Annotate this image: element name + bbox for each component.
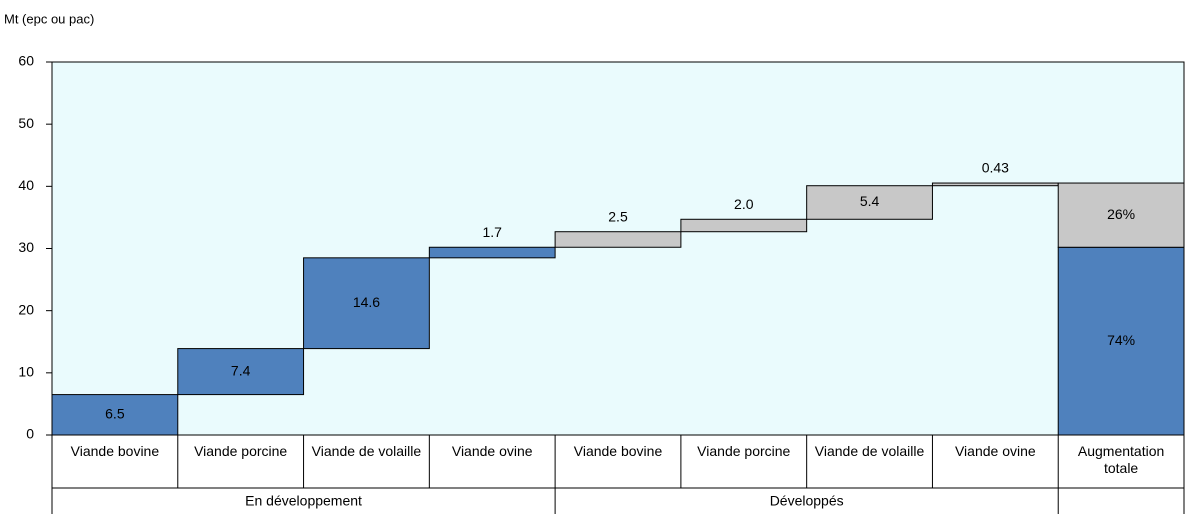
y-tick-label: 10 — [18, 364, 34, 380]
data-label: 2.5 — [608, 208, 628, 224]
y-tick-label: 0 — [26, 426, 34, 442]
y-tick-label: 40 — [18, 177, 34, 193]
total-bar — [1057, 182, 1185, 248]
total-bar — [1057, 246, 1185, 436]
y-tick-label: 30 — [18, 239, 34, 255]
data-label: 5.4 — [860, 193, 880, 209]
data-label: 7.4 — [231, 362, 251, 378]
bar — [51, 394, 179, 436]
x-tick-label: Augmentation totale — [1077, 443, 1165, 476]
y-tick-label: 20 — [18, 301, 34, 317]
group-label: Développés — [770, 493, 844, 509]
data-label: 0.43 — [982, 160, 1009, 176]
bar — [806, 185, 933, 220]
x-tick-label: Viande de volaille — [814, 443, 925, 459]
bar — [680, 218, 808, 233]
data-label: 1.7 — [482, 224, 502, 240]
x-tick-label: Viande porcine — [697, 443, 791, 459]
x-tick-label: Viande porcine — [194, 443, 288, 459]
data-label: 74% — [1107, 332, 1135, 348]
bar — [554, 231, 682, 248]
data-label: 26% — [1107, 206, 1135, 222]
data-label: 14.6 — [353, 294, 380, 310]
bar — [428, 246, 556, 259]
data-label: 6.5 — [105, 405, 125, 421]
x-tick-label: Viande de volaille — [311, 443, 422, 459]
bar — [931, 182, 1059, 187]
group-label: En développement — [245, 493, 362, 509]
x-tick-label: Viande ovine — [451, 443, 533, 459]
y-tick-label: 60 — [18, 53, 34, 69]
x-tick-label: Viande bovine — [573, 443, 663, 459]
bar — [177, 348, 305, 396]
y-axis-label: Mt (epc ou pac) — [4, 11, 94, 26]
x-tick-label: Viande ovine — [954, 443, 1036, 459]
y-tick-label: 50 — [18, 115, 34, 131]
x-tick-label: Viande bovine — [70, 443, 160, 459]
data-label: 2.0 — [734, 196, 754, 212]
bar — [303, 257, 430, 350]
